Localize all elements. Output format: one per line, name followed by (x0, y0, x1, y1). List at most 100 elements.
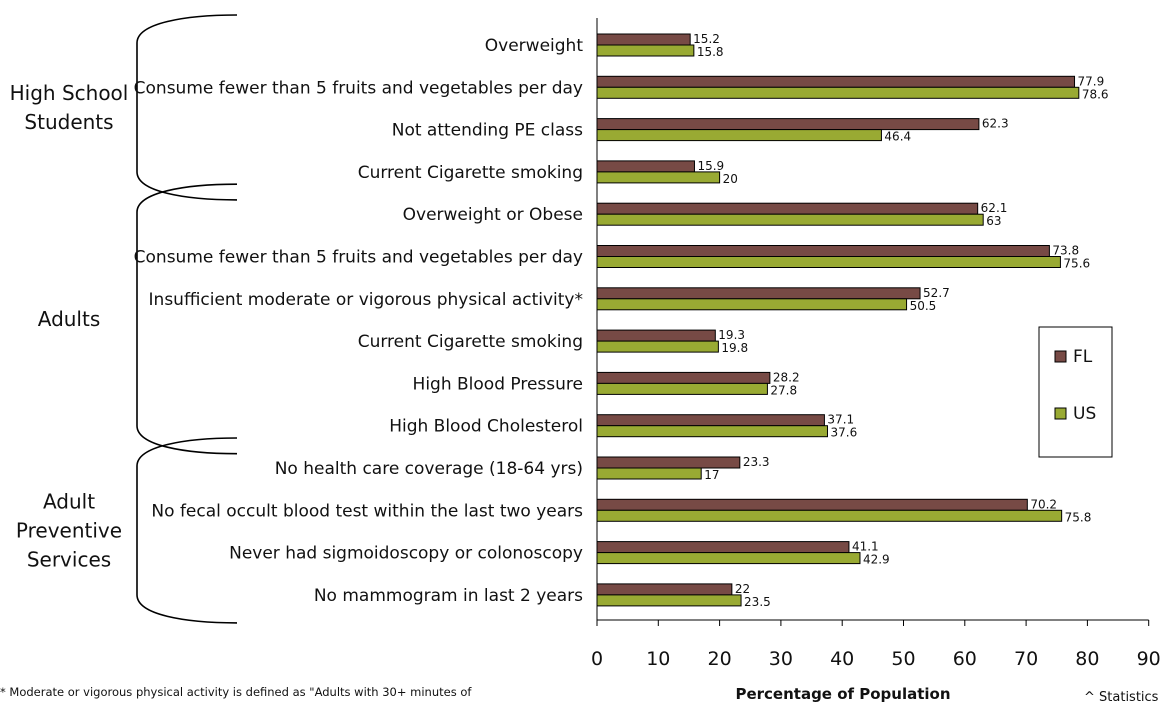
bar-fl (596, 118, 980, 131)
category-label: Insufficient moderate or vigorous physic… (149, 290, 583, 310)
bar-fl (596, 583, 733, 596)
category-label: No health care coverage (18-64 yrs) (275, 459, 583, 479)
category-label: High Blood Pressure (413, 374, 583, 394)
value-label-us: 75.6 (1063, 257, 1090, 271)
group-label: Adult (43, 489, 95, 513)
bar-fl (596, 202, 979, 215)
value-label-us: 46.4 (884, 130, 911, 144)
value-label-us: 78.6 (1082, 87, 1109, 101)
legend: FL US (1038, 326, 1113, 458)
legend-swatch-us (1054, 407, 1067, 420)
category-labels: Overweight Consume fewer than 5 fruits an… (134, 36, 584, 606)
bar-us (596, 298, 908, 311)
value-label-us: 27.8 (770, 383, 797, 397)
category-label: Overweight (485, 36, 584, 56)
bar-us (596, 213, 984, 226)
x-tick-label: 70 (1014, 648, 1038, 670)
group-brackets (136, 14, 238, 624)
category-label: Not attending PE class (392, 121, 583, 141)
x-tick-label: 40 (830, 648, 854, 670)
bar-fl (596, 456, 741, 469)
footnote-right: ^ Statistics p (1084, 690, 1160, 705)
bar-us (596, 594, 742, 607)
value-label-fl: 52.7 (923, 286, 950, 300)
value-label-fl: 15.2 (693, 32, 720, 46)
value-label-us: 19.8 (721, 341, 748, 355)
bar-fl (596, 33, 691, 46)
value-label-us: 50.5 (910, 299, 937, 313)
value-label-fl: 73.8 (1052, 244, 1079, 258)
value-label-us: 23.5 (744, 595, 771, 609)
bars: 15.215.8 77.978.6 62.3 46.4 15.920 62.163 73.8… (596, 32, 1109, 609)
group-labels: High School Students Adults Adult Preventive… (10, 81, 129, 572)
category-label: Overweight or Obese (403, 205, 583, 225)
x-tick-label: 60 (953, 648, 977, 670)
x-tick-label: 20 (708, 648, 732, 670)
group-label: Students (24, 110, 113, 134)
legend-swatch-fl (1054, 350, 1067, 363)
category-label: Current Cigarette smoking (358, 163, 583, 183)
value-label-fl: 62.3 (982, 117, 1009, 131)
group-bracket (136, 437, 238, 624)
value-label-fl: 28.2 (773, 370, 800, 384)
bar-us (596, 171, 721, 184)
value-label-fl: 23.3 (743, 455, 770, 469)
x-tick-label: 10 (646, 648, 670, 670)
bar-us (596, 509, 1063, 522)
value-label-fl: 22 (735, 582, 750, 596)
category-label: Current Cigarette smoking (358, 332, 583, 352)
value-label-us: 17 (704, 468, 719, 482)
bar-us (596, 467, 702, 480)
category-label: Never had sigmoidoscopy or colonoscopy (229, 544, 583, 564)
bar-fl (596, 287, 921, 300)
value-label-fl: 19.3 (718, 328, 745, 342)
category-label: Consume fewer than 5 fruits and vegetabl… (134, 248, 583, 268)
bar-us (596, 425, 828, 438)
bar-us (596, 382, 768, 395)
bar-us (596, 256, 1061, 268)
bar-fl (596, 498, 1028, 511)
value-label-us: 75.8 (1065, 510, 1092, 524)
bar-fl (596, 414, 825, 427)
group-label: High School (10, 81, 129, 105)
value-label-fl: 70.2 (1030, 497, 1057, 511)
value-label-fl: 77.9 (1078, 74, 1105, 88)
legend-label-us: US (1073, 404, 1096, 424)
category-label: High Blood Cholesterol (389, 417, 583, 437)
category-label: Consume fewer than 5 fruits and vegetabl… (134, 78, 583, 98)
x-tick-label: 50 (891, 648, 915, 670)
bar-us (596, 340, 719, 353)
bar-fl (596, 75, 1076, 88)
bar-fl (596, 329, 716, 342)
x-axis: 0 10 20 30 40 50 60 70 80 90 (591, 18, 1160, 670)
bar-us (596, 552, 861, 565)
bar-fl (596, 160, 695, 173)
group-label: Services (27, 547, 111, 571)
value-label-us: 20 (723, 172, 738, 186)
value-label-us: 15.8 (697, 45, 724, 59)
value-label-us: 63 (986, 214, 1001, 228)
group-label: Adults (38, 307, 101, 331)
footnote: * Moderate or vigorous physical activity… (0, 685, 472, 699)
value-label-us: 42.9 (863, 553, 890, 567)
group-bracket (136, 14, 238, 201)
legend-box (1038, 326, 1113, 458)
bar-fl (596, 541, 850, 554)
x-tick-label: 80 (1075, 648, 1099, 670)
value-label-us: 37.6 (830, 426, 857, 440)
bar-fl (596, 245, 1050, 257)
bar-fl (596, 371, 771, 384)
category-label: No fecal occult blood test within the la… (151, 501, 583, 521)
value-label-fl: 15.9 (697, 159, 724, 173)
legend-label-fl: FL (1073, 347, 1093, 367)
group-bracket (136, 183, 238, 455)
x-axis-title: Percentage of Population (735, 685, 950, 702)
x-tick-label: 0 (591, 648, 603, 670)
bar-us (596, 44, 695, 57)
value-label-fl: 41.1 (852, 540, 879, 554)
x-tick-label: 30 (769, 648, 793, 670)
value-label-fl: 37.1 (827, 413, 854, 427)
bar-us (596, 86, 1080, 99)
group-label: Preventive (16, 518, 122, 542)
